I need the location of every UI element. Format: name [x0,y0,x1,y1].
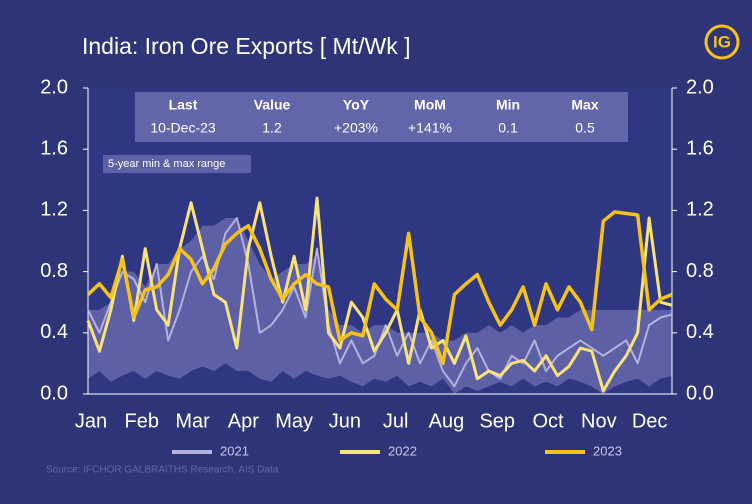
y2-tick-label: 2.0 [686,76,714,98]
x-tick-label: Dec [632,410,668,432]
x-tick-label: Jan [75,410,107,432]
series-line [86,210,673,366]
legend-label: 2023 [593,443,622,458]
y-tick-label: 0.4 [40,321,68,343]
x-tick-label: Aug [429,410,465,432]
table-cell: 0.1 [498,120,518,136]
table-cell: 10-Dec-23 [150,120,216,136]
table-cell: 0.5 [575,120,595,136]
legend-label: 2022 [388,443,417,458]
y-tick-label: 2.0 [40,76,68,98]
series-line [86,196,673,393]
y2-tick-label: 0.0 [686,382,714,404]
x-tick-label: May [275,410,313,432]
y2-tick-label: 0.4 [686,321,714,343]
logo-ring [704,24,740,60]
y-tick-label: 1.2 [40,199,68,221]
x-tick-label: Apr [228,410,259,432]
x-tick-label: Jun [329,410,361,432]
table-header: YoY [343,97,370,113]
legend-label: 2021 [220,443,249,458]
table-cell: +141% [408,120,452,136]
table-cell: 1.2 [262,120,282,136]
y-tick-label: 0.0 [40,382,68,404]
table-box [135,92,628,142]
annotation: 5-year min & max range [108,158,225,170]
x-tick-label: Feb [125,410,159,432]
chart-title: India: Iron Ore Exports [ Mt/Wk ] [82,33,410,59]
x-tick-label: Oct [532,410,564,432]
x-tick-label: Mar [175,410,210,432]
y-tick-label: 0.8 [40,260,68,282]
y2-tick-label: 0.8 [686,260,714,282]
x-tick-label: Jul [383,410,409,432]
table-header: Value [254,97,291,113]
x-tick-label: Nov [581,410,617,432]
source: Source: IFCHOR GALBRAITHS Research, AIS … [46,465,279,476]
y2-tick-label: 1.6 [686,137,714,159]
range-band [88,218,672,394]
table-header: Last [169,97,198,113]
table-header: MoM [414,97,446,113]
y2-tick-label: 1.2 [686,199,714,221]
table-header: Max [571,97,598,113]
annotation-box [103,155,251,173]
x-tick-label: Sep [479,410,515,432]
table-header: Min [496,97,520,113]
logo: IG [713,32,731,51]
table-cell: +203% [334,120,378,136]
y-tick-label: 1.6 [40,137,68,159]
